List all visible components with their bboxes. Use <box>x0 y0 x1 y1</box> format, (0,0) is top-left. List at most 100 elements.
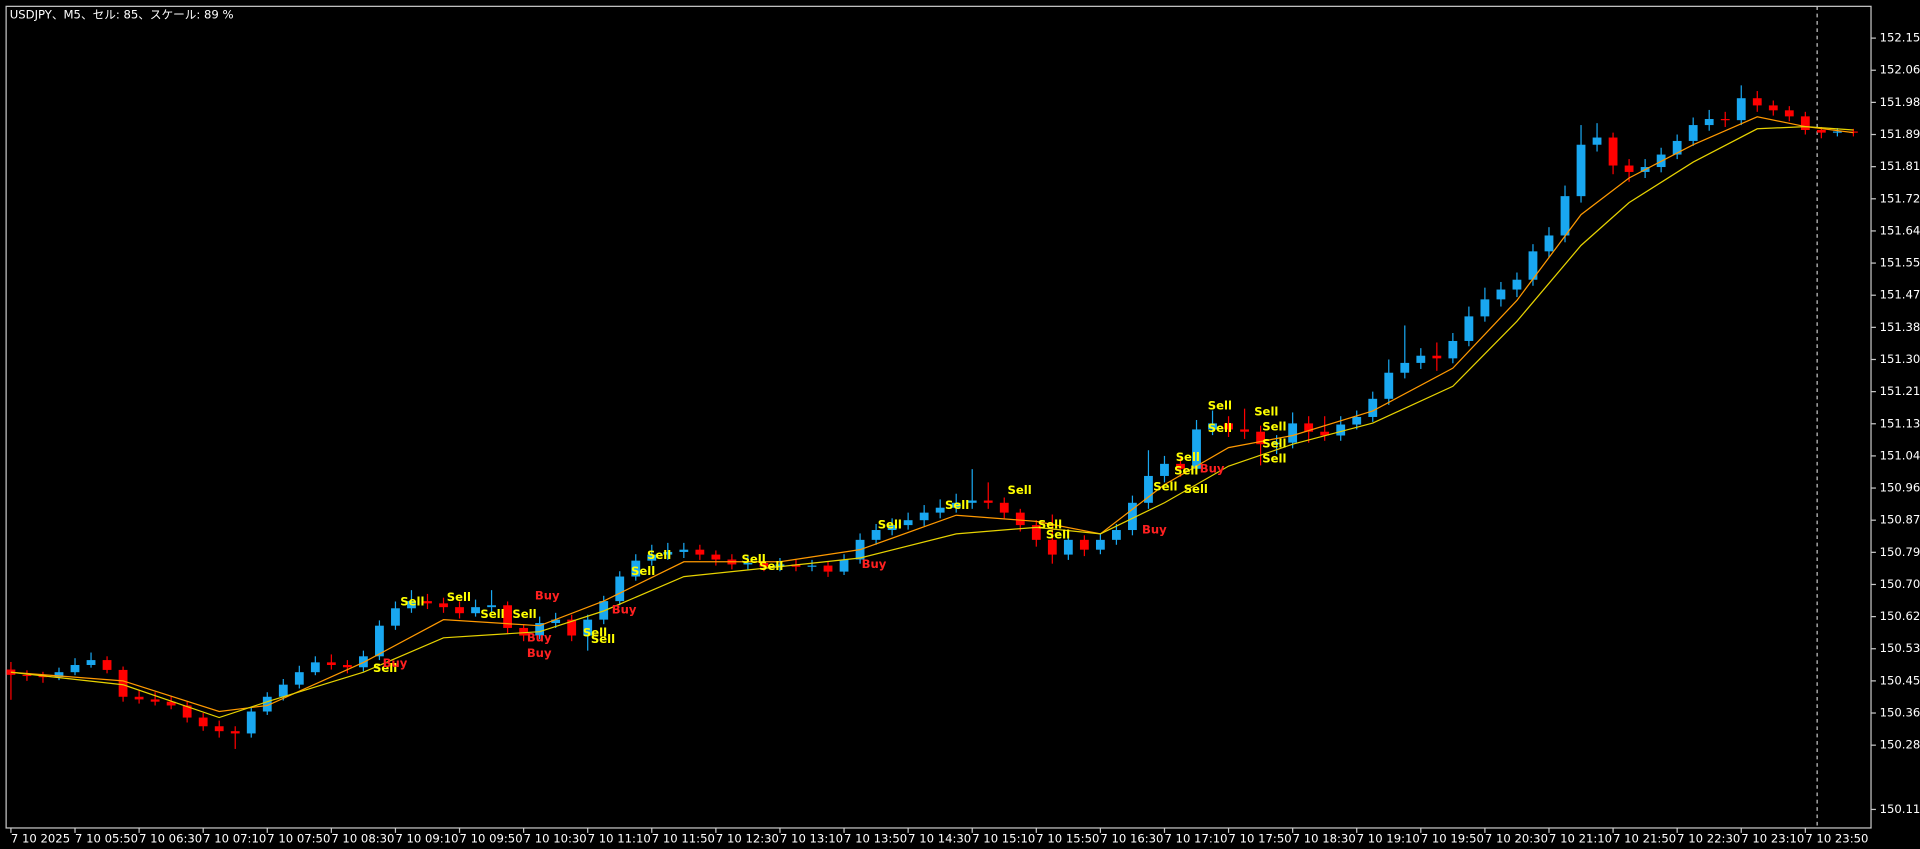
candle-body <box>182 705 192 718</box>
candle-body <box>1672 140 1682 155</box>
candle-body <box>615 576 625 602</box>
candle-body <box>1336 424 1346 436</box>
candle-body <box>1384 372 1394 399</box>
x-tick-label: 7 10 13:50 <box>844 831 907 845</box>
signal-label: Sell <box>583 625 607 639</box>
signal-label: Sell <box>480 607 504 621</box>
candle-body <box>1320 431 1330 436</box>
candle-body <box>951 502 961 508</box>
x-tick-label: 7 10 07:10 <box>203 831 266 845</box>
candle-body <box>86 660 96 666</box>
x-tick-label: 7 10 09:50 <box>460 831 523 845</box>
y-tick-label: 151.470 <box>1880 288 1920 302</box>
x-tick-label: 7 10 05:50 <box>75 831 138 845</box>
candle-body <box>471 607 480 614</box>
x-tick-label: 7 10 13:10 <box>780 831 843 845</box>
y-tick-label: 151.130 <box>1880 416 1920 430</box>
y-tick-label: 151.725 <box>1880 191 1920 205</box>
candle-body <box>1128 502 1137 531</box>
y-tick-label: 151.300 <box>1880 352 1920 366</box>
signal-label: Buy <box>527 646 552 660</box>
y-tick-label: 150.110 <box>1880 802 1920 816</box>
candle-body <box>391 608 400 626</box>
candle-body <box>1784 110 1794 117</box>
signal-label: Sell <box>1153 479 1177 493</box>
signal-label: Sell <box>1007 483 1031 497</box>
x-tick-label: 7 10 06:30 <box>139 831 202 845</box>
x-tick-label: 7 10 16:30 <box>1100 831 1163 845</box>
candle-body <box>647 554 657 561</box>
y-tick-label: 151.045 <box>1880 448 1920 462</box>
candle-body <box>679 549 689 552</box>
candle-body <box>839 559 849 572</box>
signal-label: Buy <box>1142 523 1167 537</box>
candle-body <box>294 672 304 685</box>
candle-body <box>1560 196 1570 236</box>
y-tick-label: 152.065 <box>1880 63 1920 77</box>
candle-body <box>871 530 881 540</box>
x-tick-label: 7 10 2025 <box>11 831 70 845</box>
signal-label: Sell <box>878 518 902 532</box>
candle-body <box>1464 316 1474 341</box>
x-tick-label: 7 10 07:50 <box>267 831 330 845</box>
x-tick-label: 7 10 14:30 <box>908 831 971 845</box>
candle-body <box>1688 125 1698 141</box>
candle-body <box>455 607 464 614</box>
signal-label: Sell <box>1262 437 1286 451</box>
candle-body <box>1079 539 1089 550</box>
x-tick-label: 7 10 22:30 <box>1677 831 1740 845</box>
candle-body <box>1240 429 1249 432</box>
candle-body <box>1368 398 1378 417</box>
signal-label: Sell <box>1208 398 1232 412</box>
y-tick-label: 150.620 <box>1880 609 1920 623</box>
candle-body <box>407 601 416 609</box>
signal-label: Sell <box>1184 482 1208 496</box>
candle-body <box>919 512 929 521</box>
candle-body <box>246 711 256 734</box>
candle-body <box>1544 235 1554 252</box>
signal-label: Sell <box>1176 450 1200 464</box>
indicator-line <box>10 125 1854 719</box>
candle-body <box>1768 105 1778 111</box>
y-tick-label: 151.555 <box>1880 256 1920 270</box>
candle-body <box>1208 423 1217 430</box>
candle-body <box>999 502 1009 513</box>
candle-body <box>1736 98 1746 121</box>
candle-body <box>150 699 160 702</box>
signal-label: Sell <box>647 548 671 562</box>
y-tick-label: 151.980 <box>1880 95 1920 109</box>
candle-body <box>1480 299 1490 317</box>
candle-body <box>807 565 817 567</box>
candle-body <box>1816 129 1826 133</box>
x-tick-label: 7 10 19:10 <box>1357 831 1420 845</box>
candle-body <box>278 684 288 697</box>
candle-body <box>519 627 529 636</box>
candle-body <box>423 601 432 604</box>
y-tick-label: 152.150 <box>1880 31 1920 45</box>
signal-label: Buy <box>612 602 637 616</box>
y-tick-label: 151.895 <box>1880 127 1920 141</box>
candle-body <box>1576 144 1586 197</box>
candle-body <box>54 672 64 678</box>
x-tick-label: 7 10 11:50 <box>652 831 715 845</box>
x-tick-label: 7 10 11:10 <box>588 831 651 845</box>
candle-body <box>198 717 208 727</box>
candle-body <box>1031 525 1041 540</box>
candle-body <box>1095 539 1105 550</box>
signal-label: Sell <box>1254 405 1278 419</box>
candle-body <box>983 500 993 503</box>
signal-label: Sell <box>742 552 766 566</box>
candle-body <box>1160 463 1169 476</box>
signal-label: Sell <box>1208 421 1232 435</box>
candle-body <box>1832 131 1842 133</box>
signal-label: Buy <box>383 656 408 670</box>
candle-body <box>503 605 513 628</box>
candle-body <box>1592 137 1602 145</box>
candle-body <box>1015 512 1025 526</box>
signal-label: Buy <box>862 557 887 571</box>
signal-label: Sell <box>373 661 397 675</box>
x-tick-label: 7 10 23:10 <box>1741 831 1804 845</box>
candle-body <box>967 500 977 503</box>
